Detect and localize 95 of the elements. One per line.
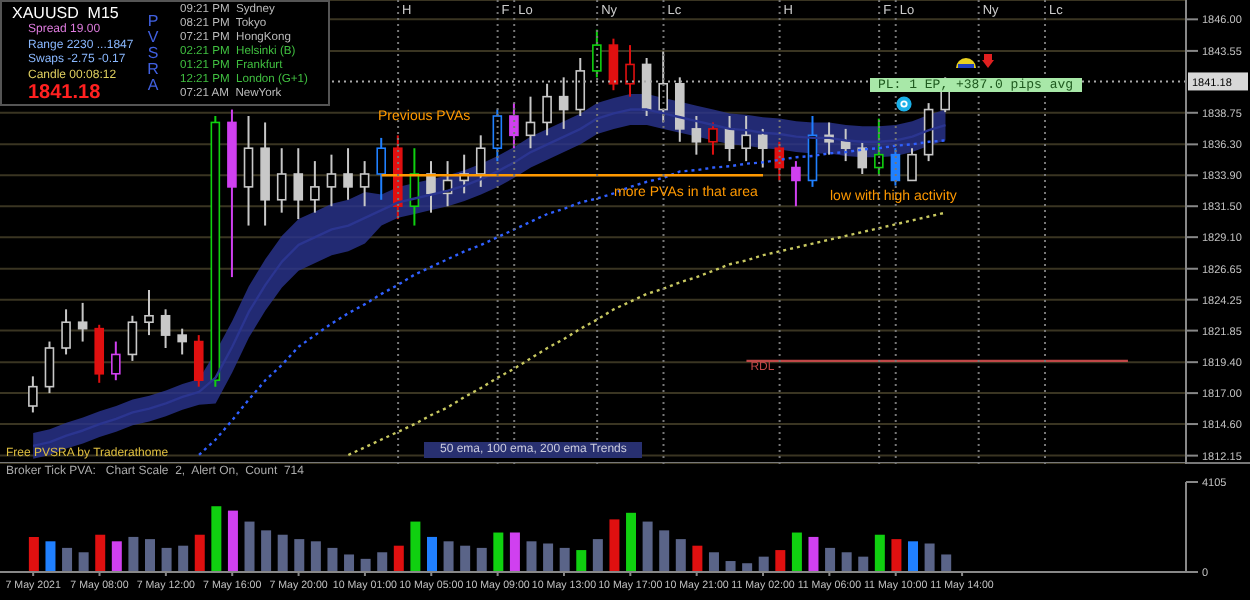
bar (476, 547, 487, 572)
candlestick (77, 301, 88, 343)
candlestick (359, 160, 370, 208)
bar (543, 543, 554, 572)
bar (493, 532, 504, 572)
bar (95, 534, 106, 572)
candlestick (343, 147, 353, 201)
candlestick (376, 136, 387, 201)
bar (244, 521, 255, 572)
bar (642, 521, 653, 572)
candlestick (293, 147, 304, 221)
candlestick (426, 160, 436, 214)
bar (675, 539, 686, 572)
bar (592, 539, 603, 572)
candlestick (276, 147, 287, 214)
bar (111, 541, 122, 572)
bar (708, 552, 719, 572)
candlestick (310, 160, 320, 214)
candlestick (525, 95, 536, 150)
annotation: PVSRA (144, 12, 162, 92)
bar (659, 530, 670, 572)
candlestick (193, 334, 204, 388)
bar (28, 536, 39, 572)
bar (841, 552, 852, 572)
candlestick (608, 37, 619, 92)
bar (941, 554, 952, 572)
bar (559, 547, 570, 572)
bar (261, 530, 272, 572)
bar (194, 534, 205, 572)
bar (45, 541, 56, 572)
bar (742, 563, 753, 572)
line-series (347, 211, 947, 457)
bar (758, 556, 769, 572)
candlestick (791, 160, 801, 208)
candlestick (326, 153, 337, 208)
bar (327, 547, 338, 572)
bar (310, 541, 321, 572)
candlestick (94, 323, 105, 384)
bar (62, 547, 73, 572)
candlestick (127, 314, 138, 362)
bar (227, 510, 238, 572)
chart-title: XAUUSD M15 (12, 4, 119, 22)
candlestick (907, 147, 917, 182)
candlestick (177, 327, 187, 356)
bar (443, 541, 454, 572)
bar (344, 554, 355, 572)
bar (393, 545, 404, 572)
candlestick (44, 340, 55, 395)
bar (426, 536, 437, 572)
candlestick (144, 289, 154, 337)
bar (725, 561, 736, 572)
bar (294, 539, 305, 572)
bar (211, 506, 222, 572)
bar (924, 543, 935, 572)
bar (144, 539, 155, 572)
candlestick (243, 115, 254, 227)
bar (78, 552, 89, 572)
candlestick (691, 115, 702, 156)
bar (277, 534, 288, 572)
annotation: 1841.18 (28, 82, 101, 104)
bar (775, 550, 786, 572)
candlestick (28, 375, 38, 414)
candlestick (625, 44, 635, 98)
bar (360, 558, 371, 572)
bar (526, 541, 537, 572)
candlestick (857, 140, 868, 175)
bar (576, 550, 587, 572)
candlestick (160, 308, 171, 349)
candlestick (757, 127, 768, 169)
bar (609, 519, 620, 572)
candlestick (475, 134, 486, 188)
bar (891, 539, 902, 572)
candlestick (575, 57, 586, 117)
bar (128, 536, 139, 572)
candlestick (674, 76, 685, 143)
bar (410, 521, 421, 572)
bar (377, 552, 388, 572)
candlestick (542, 82, 552, 137)
bar (509, 532, 520, 572)
bar (692, 545, 703, 572)
candlestick (111, 340, 121, 382)
bar (791, 532, 802, 572)
bar (178, 545, 189, 572)
bar (908, 541, 919, 572)
bar (808, 536, 819, 572)
bar (626, 512, 637, 572)
bar (825, 547, 836, 572)
bar (161, 547, 172, 572)
candlestick (708, 121, 718, 156)
bar (460, 545, 471, 572)
candlestick (558, 76, 569, 130)
bar (874, 534, 885, 572)
candlestick (741, 115, 751, 163)
bar (858, 556, 869, 572)
candlestick (61, 308, 71, 356)
